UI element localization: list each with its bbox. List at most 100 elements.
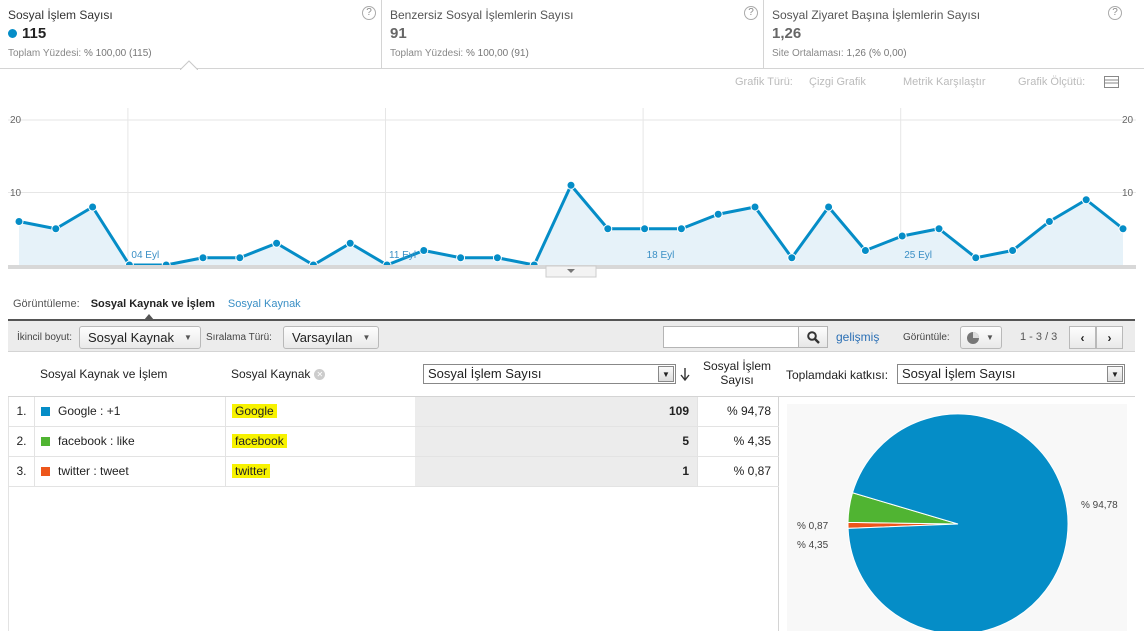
- chart-type-button[interactable]: Çizgi Grafik: [809, 76, 866, 88]
- sort-type-label: Sıralama Türü:: [206, 332, 272, 343]
- data-point: [1008, 246, 1018, 255]
- search-button[interactable]: [798, 326, 828, 348]
- metric-subtitle: Toplam Yüzdesi: % 100,00 (91): [390, 48, 529, 59]
- table-row: 1. Google : +1 Google 109 % 94,78: [9, 397, 779, 427]
- chart-scale-label[interactable]: Grafik Ölçütü:: [1018, 76, 1086, 88]
- metric-value: 115: [8, 25, 373, 42]
- row-value: 1: [415, 457, 697, 486]
- data-point: [345, 238, 355, 248]
- table-header: Sosyal Kaynak ve İşlem Sosyal Kaynak ✕ So…: [8, 352, 1135, 397]
- table-icon[interactable]: [1104, 76, 1119, 88]
- chevron-down-icon: ▼: [658, 366, 674, 382]
- secondary-dimension-dropdown[interactable]: Sosyal Kaynak ▼: [79, 326, 201, 349]
- pie-slice-google[interactable]: [847, 413, 1069, 631]
- pie-label-facebook: % 4,35: [797, 540, 829, 551]
- selected-tab-caret: [180, 60, 198, 70]
- legend-square-icon: [41, 437, 50, 446]
- row-name[interactable]: Google : +1: [41, 397, 120, 426]
- remove-dimension-icon[interactable]: ✕: [314, 369, 326, 381]
- table-row: 3. twitter : tweet twitter 1 % 0,87: [9, 457, 779, 487]
- x-tick-label: 04 Eyl: [131, 250, 160, 261]
- secondary-dimension-label: İkincil boyut:: [17, 332, 73, 343]
- metric-subtitle: Site Ortalaması: 1,26 (% 0,00): [772, 48, 907, 59]
- help-icon[interactable]: ?: [744, 6, 758, 20]
- data-point: [419, 246, 429, 255]
- data-point: [235, 253, 245, 263]
- metric-tab-actions-per-visit[interactable]: Sosyal Ziyaret Başına İşlemlerin Sayısı …: [764, 0, 1144, 68]
- row-percent: % 94,78: [697, 397, 779, 426]
- row-value: 109: [415, 397, 697, 426]
- col-header-source-action[interactable]: Sosyal Kaynak ve İşlem: [40, 367, 168, 381]
- chart-type-label: Grafik Türü:: [735, 76, 793, 88]
- table-body: 1. Google : +1 Google 109 % 94,78 2. fac…: [8, 397, 779, 631]
- row-percent: % 0,87: [697, 457, 779, 486]
- row-source[interactable]: twitter: [225, 457, 415, 486]
- pie-chart-svg: [847, 413, 1069, 631]
- view-caret-icon: [144, 314, 154, 320]
- table-search-input[interactable]: [663, 326, 800, 348]
- x-tick-label: 25 Eyl: [904, 250, 932, 261]
- metric-subtitle: Toplam Yüzdesi: % 100,00 (115): [8, 48, 152, 59]
- pie-label-google: % 94,78: [1081, 500, 1118, 511]
- display-label: Görüntüle:: [903, 332, 950, 343]
- x-tick-label: 11 Eyl: [389, 250, 417, 261]
- data-point: [1044, 217, 1054, 226]
- y-tick-left: 20: [10, 115, 22, 126]
- help-icon[interactable]: ?: [362, 6, 376, 20]
- data-point: [198, 253, 208, 263]
- data-point: [272, 238, 282, 248]
- col-header-metric[interactable]: Sosyal İşlem Sayısı: [702, 359, 772, 387]
- data-point: [787, 253, 797, 263]
- data-point: [676, 224, 686, 234]
- prev-page-button[interactable]: ‹: [1069, 326, 1096, 349]
- pagination-text: 1 - 3 / 3: [1020, 331, 1058, 343]
- y-tick-left: 10: [10, 187, 22, 199]
- pie-chart-icon: [967, 331, 979, 344]
- series-dot-icon: [8, 29, 17, 38]
- chevron-down-icon: ▼: [184, 333, 192, 342]
- advanced-filter-link[interactable]: gelişmiş: [836, 330, 880, 344]
- search-icon: [806, 330, 820, 344]
- view-switcher: Görüntüleme: Sosyal Kaynak ve İşlem Sosy…: [13, 298, 301, 310]
- metric-tab-social-actions[interactable]: Sosyal İşlem Sayısı 115 Toplam Yüzdesi: …: [0, 0, 382, 68]
- row-name[interactable]: twitter : tweet: [41, 457, 129, 486]
- display-mode-dropdown[interactable]: ▼: [960, 326, 1002, 349]
- row-percent: % 4,35: [697, 427, 779, 456]
- col-header-source[interactable]: Sosyal Kaynak ✕: [231, 367, 326, 381]
- series-area: [19, 185, 1123, 265]
- chevron-down-icon: ▼: [362, 333, 371, 342]
- chevron-down-icon: [567, 269, 575, 273]
- chevron-down-icon: ▼: [1107, 366, 1123, 382]
- legend-square-icon: [41, 467, 50, 476]
- metric-title: Sosyal Ziyaret Başına İşlemlerin Sayısı: [772, 8, 981, 22]
- contribution-label: Toplamdaki katkısı:: [786, 368, 889, 382]
- view-current[interactable]: Sosyal Kaynak ve İşlem: [90, 298, 215, 310]
- data-point: [750, 202, 760, 212]
- sort-desc-icon[interactable]: [680, 368, 690, 381]
- data-point: [456, 253, 466, 263]
- row-source[interactable]: Google: [225, 397, 415, 426]
- table-row: 2. facebook : like facebook 5 % 4,35: [9, 427, 779, 457]
- row-source[interactable]: facebook: [225, 427, 415, 456]
- row-index: 2.: [9, 427, 35, 456]
- next-page-button[interactable]: ›: [1096, 326, 1123, 349]
- data-point: [824, 202, 834, 212]
- metric-title: Sosyal İşlem Sayısı: [8, 8, 113, 22]
- data-point: [971, 253, 981, 263]
- metric-select[interactable]: Sosyal İşlem Sayısı ▼: [423, 364, 676, 384]
- contribution-pie-chart: % 94,78 % 4,35 % 0,87: [787, 404, 1127, 631]
- data-point: [1118, 224, 1128, 234]
- metric-tab-unique-actions[interactable]: Benzersiz Sosyal İşlemlerin Sayısı 91 To…: [382, 0, 764, 68]
- help-icon[interactable]: ?: [1108, 6, 1122, 20]
- y-tick-right: 20: [1122, 115, 1134, 126]
- view-alternate-link[interactable]: Sosyal Kaynak: [227, 298, 301, 310]
- metric-value: 1,26: [772, 25, 802, 42]
- compare-metric-button[interactable]: Metrik Karşılaştır: [903, 76, 986, 88]
- contribution-select[interactable]: Sosyal İşlem Sayısı ▼: [897, 364, 1125, 384]
- row-index: 3.: [9, 457, 35, 486]
- row-value: 5: [415, 427, 697, 456]
- sort-type-dropdown[interactable]: Varsayılan ▼: [283, 326, 380, 349]
- view-label: Görüntüleme:: [13, 298, 80, 310]
- row-name[interactable]: facebook : like: [41, 427, 135, 456]
- data-point: [51, 224, 61, 234]
